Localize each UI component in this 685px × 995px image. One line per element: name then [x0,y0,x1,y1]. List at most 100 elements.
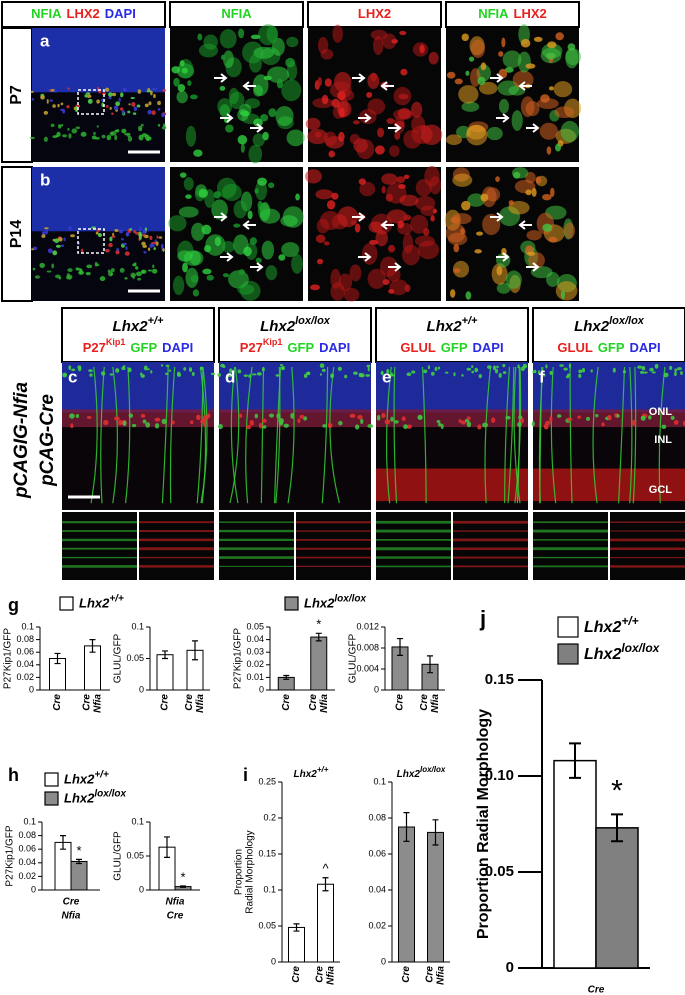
cell [160,364,164,367]
cell [162,248,165,252]
cell [331,98,340,108]
y-tick-label: 0 [139,884,144,894]
cell [106,134,112,141]
y-tick-label: 0.1 [21,621,34,631]
y-tick-label: 0.25 [258,776,276,786]
chart-title: Lhx2lox/lox [397,765,446,780]
cell [314,131,322,138]
cell [677,367,682,371]
cell [121,128,127,134]
cell [67,268,73,273]
cell [190,274,199,283]
panel-letter: h [8,765,19,785]
bar [288,926,305,963]
cell [338,420,343,426]
cell [177,84,186,92]
cell [303,373,308,378]
stain-name: DAPI [105,6,136,21]
legend-swatch [59,596,74,611]
cell [157,100,161,106]
cell [315,189,334,200]
cell [525,63,536,69]
cell [680,371,683,375]
cell [537,370,541,375]
cell [46,270,52,273]
cell [485,187,501,202]
row-label-box [1,27,33,163]
cell [101,134,106,139]
cell [663,372,669,378]
cell [75,267,79,271]
y-tick-label: 0.008 [356,642,379,652]
cell [406,372,412,377]
cell [419,44,425,54]
cell [247,210,253,220]
cell [60,244,65,247]
cell [641,366,646,371]
panel-letter: e [382,367,391,386]
cell [109,106,112,110]
cell [238,269,245,275]
cell [57,103,60,108]
cell [595,413,599,418]
cell [240,143,245,153]
y-tick-label: 0.012 [356,621,379,631]
cell [183,177,194,191]
cell [60,102,64,106]
cell [432,208,438,214]
cell [262,131,269,141]
stain-name: GLUL [400,340,435,355]
cell [321,94,329,105]
cell [262,425,267,429]
cell [131,102,136,107]
cell [120,238,124,241]
arrow [220,113,234,123]
cell [430,215,435,222]
cell [526,251,536,256]
fiber [507,366,515,504]
cell [399,30,407,36]
cell [307,371,311,376]
fiber [592,366,599,504]
cell [233,223,241,228]
cell [144,227,148,231]
cell [453,268,461,273]
cell [525,189,532,196]
cell [124,251,130,256]
cell [354,424,360,430]
cell [47,248,53,254]
cell [417,415,423,420]
cell [156,235,159,239]
cell [115,101,120,107]
cell [567,373,571,377]
cell [246,424,251,430]
cell [518,415,523,419]
cell [461,374,464,377]
cell [651,371,656,374]
cell [382,279,390,286]
y-tick-label: 0.1 [131,621,144,631]
cell [257,177,268,186]
bar [595,827,639,969]
panel-letter: a [40,31,50,50]
stain-sup: Kip1 [106,337,126,347]
error-bar [293,923,300,932]
cell [290,412,295,419]
y-tick-label: 0.06 [16,647,34,657]
cell [114,129,119,133]
title-sup: +/+ [317,765,329,774]
cell [337,91,346,101]
cell [478,374,482,379]
cell [366,92,373,98]
cell [480,193,489,202]
stain-name: DAPI [162,340,193,355]
legend-base: Lhx2 [64,772,95,787]
cell [192,289,200,297]
layer-label: GCL [649,484,673,496]
cell [62,134,68,138]
arrow [496,252,510,262]
y-tick-label: 0.04 [246,634,264,644]
cell [71,368,76,372]
cell [131,424,137,428]
header-box [307,1,442,28]
